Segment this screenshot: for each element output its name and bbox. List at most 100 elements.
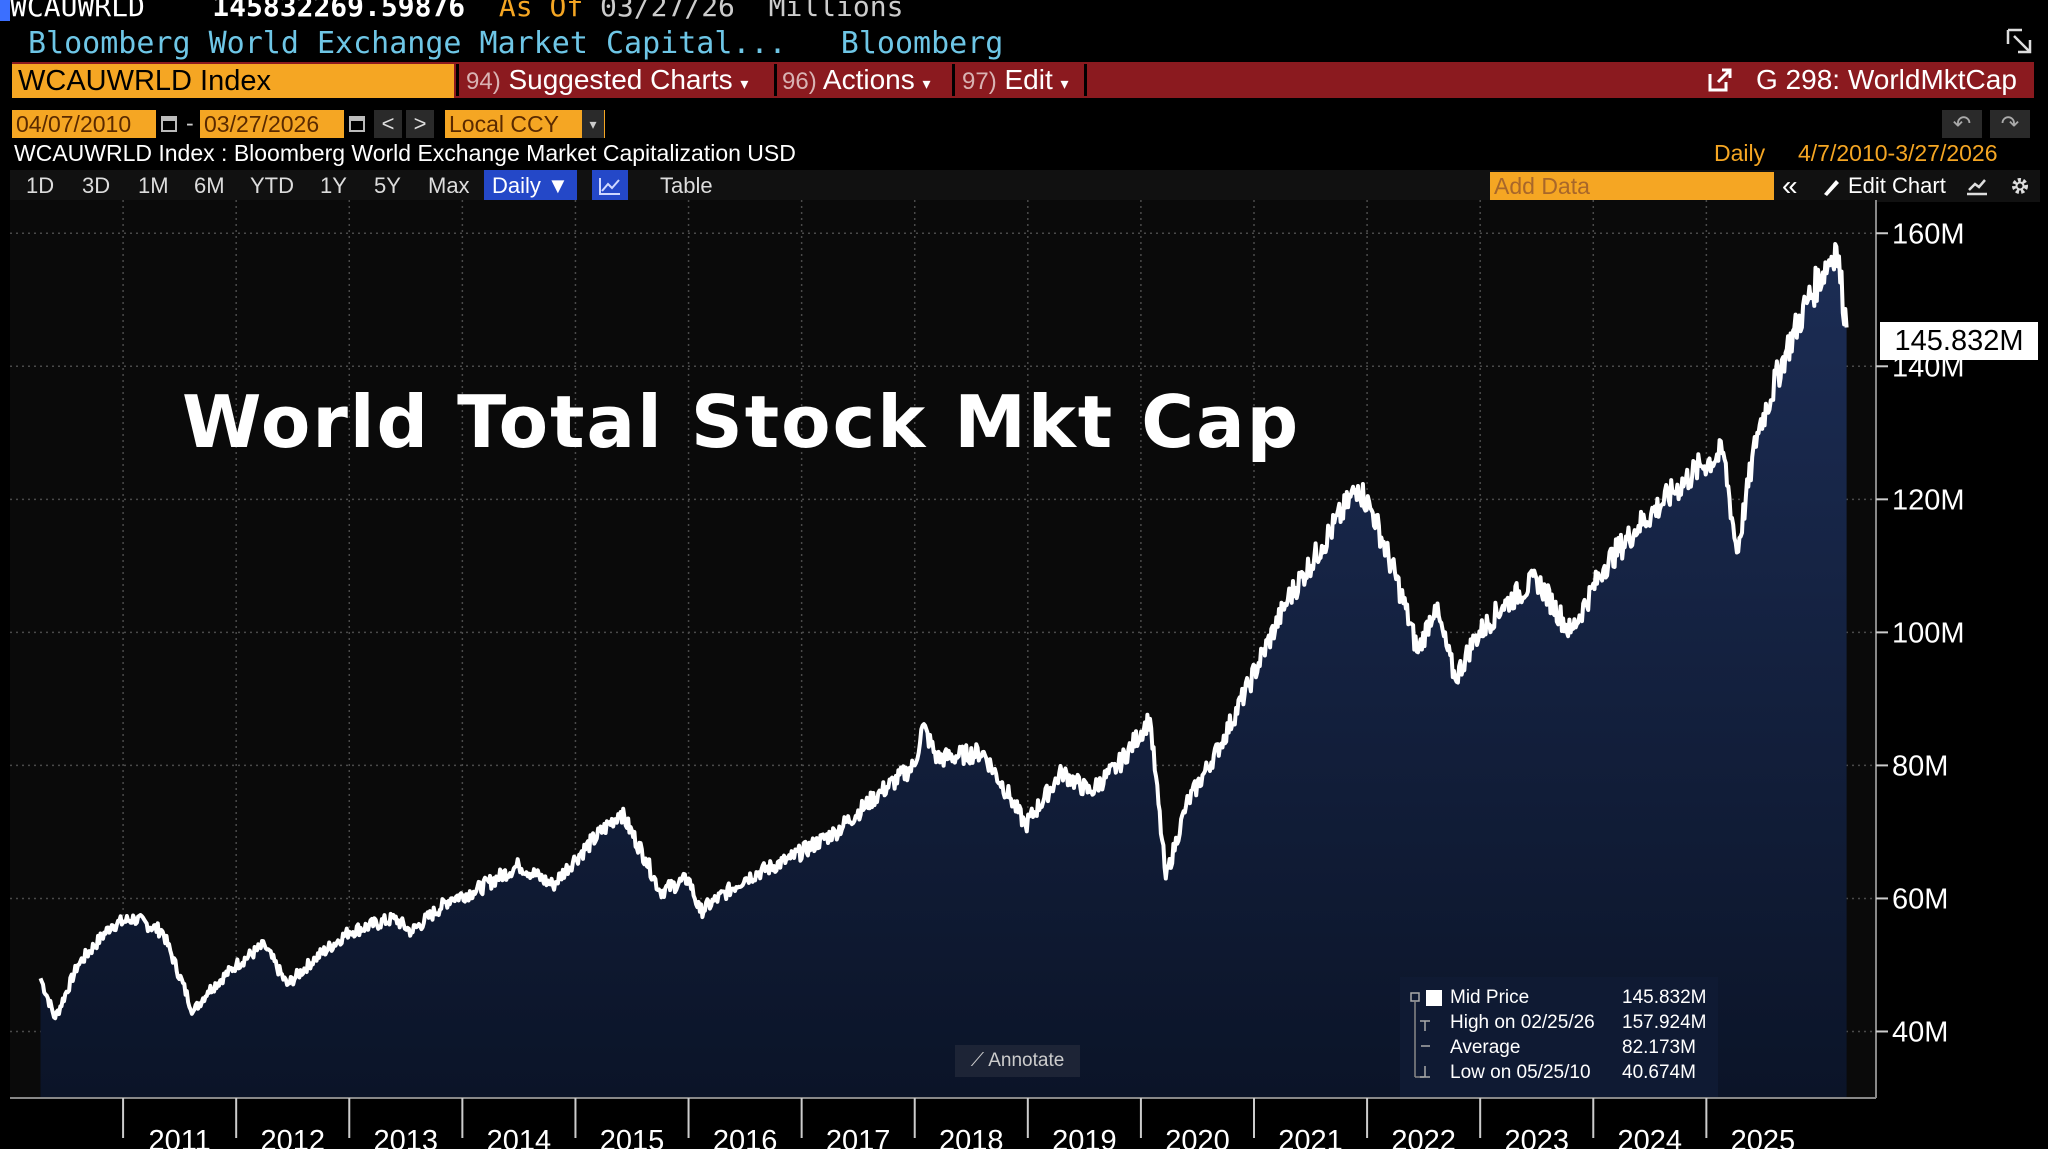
data-source: Bloomberg (840, 26, 1004, 61)
security-header: WCAUWRLD 145832269.59876 As Of 03/27/26 … (0, 0, 903, 24)
x-tick-label: 2016 (713, 1125, 778, 1149)
function-label: G 298: WorldMktCap (1756, 64, 2017, 95)
last-value: 145832269.59876 (212, 0, 466, 23)
date-separator: - (186, 110, 194, 136)
x-tick-label: 2022 (1391, 1125, 1456, 1149)
y-tick-label: 60M (1892, 883, 1948, 915)
calendar-icon[interactable] (348, 112, 366, 136)
frequency-label: Daily (1714, 140, 1766, 166)
export-icon[interactable] (1706, 66, 1734, 94)
dropdown-arrow-icon: ▾ (740, 76, 749, 93)
menu-separator (456, 64, 459, 96)
x-tick-label: 2018 (939, 1125, 1004, 1149)
period-5y-button[interactable]: 5Y (374, 173, 401, 198)
x-tick-label: 2017 (826, 1125, 891, 1149)
menu-label: Actions (822, 64, 915, 95)
legend-value: 40.674M (1622, 1062, 1696, 1083)
y-tick-label: 120M (1892, 484, 1965, 516)
chart-edit-icon[interactable] (1964, 174, 1990, 198)
legend-value: 157.924M (1622, 1012, 1707, 1033)
y-tick-label: 100M (1892, 617, 1965, 649)
next-period-button[interactable]: > (406, 110, 434, 138)
dropdown-arrow-icon[interactable]: ▾ (582, 110, 604, 138)
x-tick-label: 2020 (1165, 1125, 1230, 1149)
pencil-icon: ⟋ (970, 1050, 984, 1071)
start-date-field[interactable]: 04/07/2010 (12, 110, 156, 138)
menu-separator (952, 64, 955, 96)
as-of-label: As Of (498, 0, 584, 23)
legend-label: Average (1450, 1037, 1521, 1058)
chart-description: WCAUWRLD Index : Bloomberg World Exchang… (14, 140, 796, 166)
period-max-button[interactable]: Max (428, 173, 470, 198)
legend-label: Low on 05/25/10 (1450, 1062, 1591, 1083)
x-axis-ticks: 2011 2012 2013 2014 2015 2016 2017 2018 2019 2020… (122, 1098, 1796, 1149)
collapse-button[interactable]: « (1782, 170, 1798, 201)
security-name-row: Bloomberg World Exchange Market Capital.… (28, 26, 1003, 61)
market-cap-area (40, 244, 1847, 1098)
security-field[interactable]: WCAUWRLD Index (12, 64, 454, 98)
menu-number: 96) (782, 68, 817, 95)
x-tick-label: 2011 (148, 1125, 210, 1149)
redo-icon[interactable]: ↷ (1990, 110, 2030, 138)
x-tick-label: 2015 (600, 1125, 665, 1149)
annotate-button[interactable]: ⟋ Annotate (955, 1045, 1080, 1077)
menu-separator (774, 64, 777, 96)
period-1m-button[interactable]: 1M (138, 173, 169, 198)
menu-separator (1084, 64, 1087, 96)
add-data-input[interactable]: Add Data (1490, 172, 1774, 200)
undo-icon[interactable]: ↶ (1942, 110, 1982, 138)
calendar-icon[interactable] (160, 112, 178, 136)
x-tick-label: 2024 (1618, 1125, 1683, 1149)
legend-value: 145.832M (1622, 987, 1707, 1008)
end-date-field[interactable]: 03/27/2026 (200, 110, 344, 138)
line-chart-icon (599, 178, 620, 195)
legend-swatch (1426, 990, 1442, 1006)
menu-edit[interactable]: 97) Edit ▾ (962, 62, 1069, 98)
frequency-dropdown[interactable]: Daily ▼ (484, 170, 577, 202)
header-marker (0, 0, 10, 21)
menu-number: 94) (466, 68, 501, 95)
menu-actions[interactable]: 96) Actions ▾ (782, 62, 931, 98)
last-price-label: 145.832M (1880, 322, 2038, 360)
period-ytd-button[interactable]: YTD (250, 173, 294, 198)
menu-suggested-charts[interactable]: 94) Suggested Charts ▾ (466, 62, 748, 98)
line-chart-button[interactable] (592, 170, 628, 202)
x-tick-label: 2025 (1731, 1125, 1796, 1149)
chart-title: World Total Stock Mkt Cap (182, 380, 1301, 464)
y-tick-label: 80M (1892, 750, 1948, 782)
y-tick-label: 40M (1892, 1016, 1948, 1048)
market-cap-line (38, 242, 1849, 1021)
popout-icon[interactable] (2004, 26, 2034, 56)
y-tick-label: 160M (1892, 218, 1965, 250)
period-1y-button[interactable]: 1Y (320, 173, 347, 198)
x-tick-label: 2012 (260, 1125, 325, 1149)
period-1d-button[interactable]: 1D (26, 173, 55, 198)
gear-icon[interactable] (2008, 174, 2032, 198)
units-label: Millions (768, 0, 904, 23)
x-tick-label: 2023 (1504, 1125, 1569, 1149)
dropdown-arrow-icon: ▾ (1060, 76, 1069, 93)
dropdown-arrow-icon: ▾ (922, 76, 931, 93)
legend-tree-icon (1410, 992, 1430, 1078)
chart-legend: Mid Price 145.832M High on 02/25/26 157.… (1400, 977, 1718, 1097)
currency-select[interactable]: Local CCY (445, 110, 605, 138)
date-range-label: 4/7/2010-3/27/2026 (1798, 140, 1998, 166)
period-3d-button[interactable]: 3D (82, 173, 111, 198)
x-tick-label: 2014 (487, 1125, 552, 1149)
security-name: Bloomberg World Exchange Market Capital.… (28, 26, 787, 61)
legend-label: Mid Price (1450, 987, 1530, 1008)
pencil-icon[interactable] (1820, 174, 1842, 198)
prev-period-button[interactable]: < (374, 110, 402, 138)
x-tick-label: 2013 (374, 1125, 439, 1149)
menu-number: 97) (962, 68, 997, 95)
menu-label: Suggested Charts (508, 64, 733, 95)
edit-chart-button[interactable]: Edit Chart (1848, 173, 1946, 198)
x-tick-label: 2021 (1278, 1125, 1343, 1149)
menu-label: Edit (1004, 64, 1053, 95)
period-6m-button[interactable]: 6M (194, 173, 225, 198)
table-button[interactable]: Table (660, 173, 713, 198)
legend-label: High on 02/25/26 (1450, 1012, 1595, 1033)
x-tick-label: 2019 (1052, 1125, 1117, 1149)
